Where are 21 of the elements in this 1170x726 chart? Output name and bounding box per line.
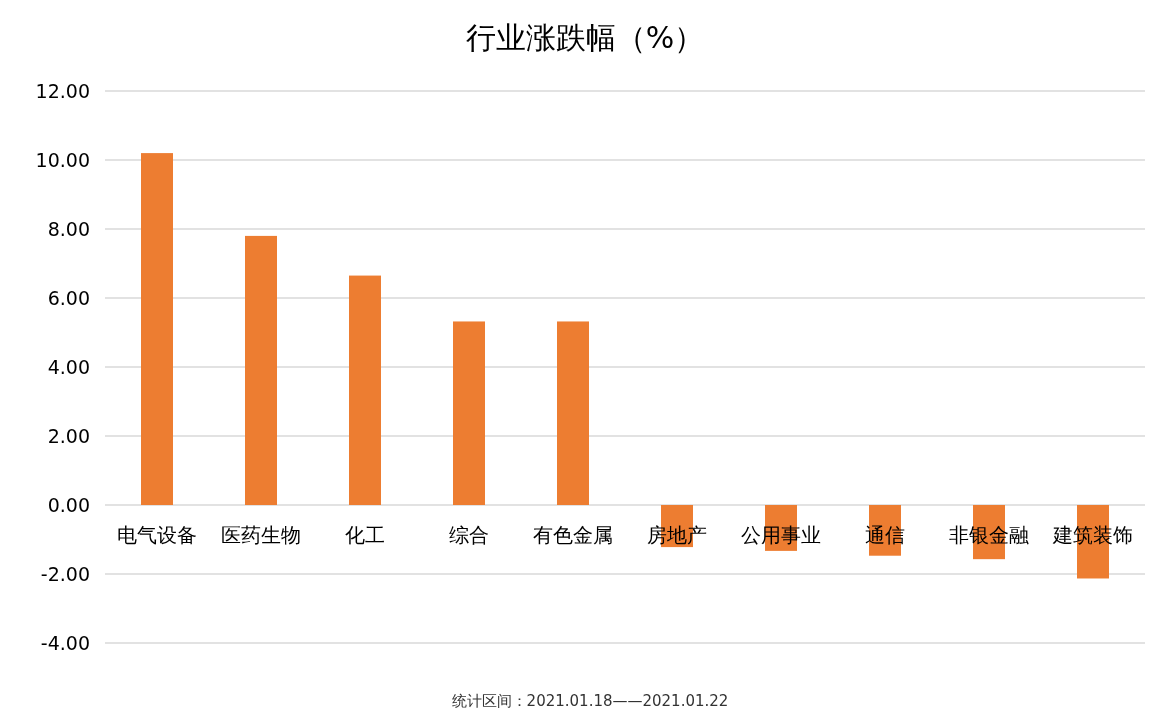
y-tick-label: 8.00 — [47, 218, 90, 240]
x-tick-label: 综合 — [449, 523, 489, 547]
y-tick-label: 12.00 — [35, 80, 90, 102]
x-tick-label: 医药生物 — [221, 523, 301, 547]
x-tick-label: 化工 — [345, 523, 385, 547]
bar — [557, 321, 589, 505]
bar — [453, 321, 485, 505]
x-tick-label: 电气设备 — [117, 523, 197, 547]
y-tick-label: 6.00 — [47, 287, 90, 309]
x-tick-label: 有色金属 — [533, 523, 613, 547]
y-tick-label: 2.00 — [47, 425, 90, 447]
chart-title: 行业涨跌幅（%） — [465, 20, 705, 55]
bar — [349, 275, 381, 505]
text: 统计区间：2021.01.18——2021.01.22 — [451, 692, 729, 710]
y-tick-label: -4.00 — [40, 632, 90, 654]
bar — [141, 153, 173, 505]
y-tick-label: 0.00 — [47, 494, 90, 516]
bar — [245, 235, 277, 505]
y-tick-label: 10.00 — [35, 149, 90, 171]
y-tick-label: 4.00 — [47, 356, 90, 378]
y-tick-label: -2.00 — [40, 563, 90, 585]
